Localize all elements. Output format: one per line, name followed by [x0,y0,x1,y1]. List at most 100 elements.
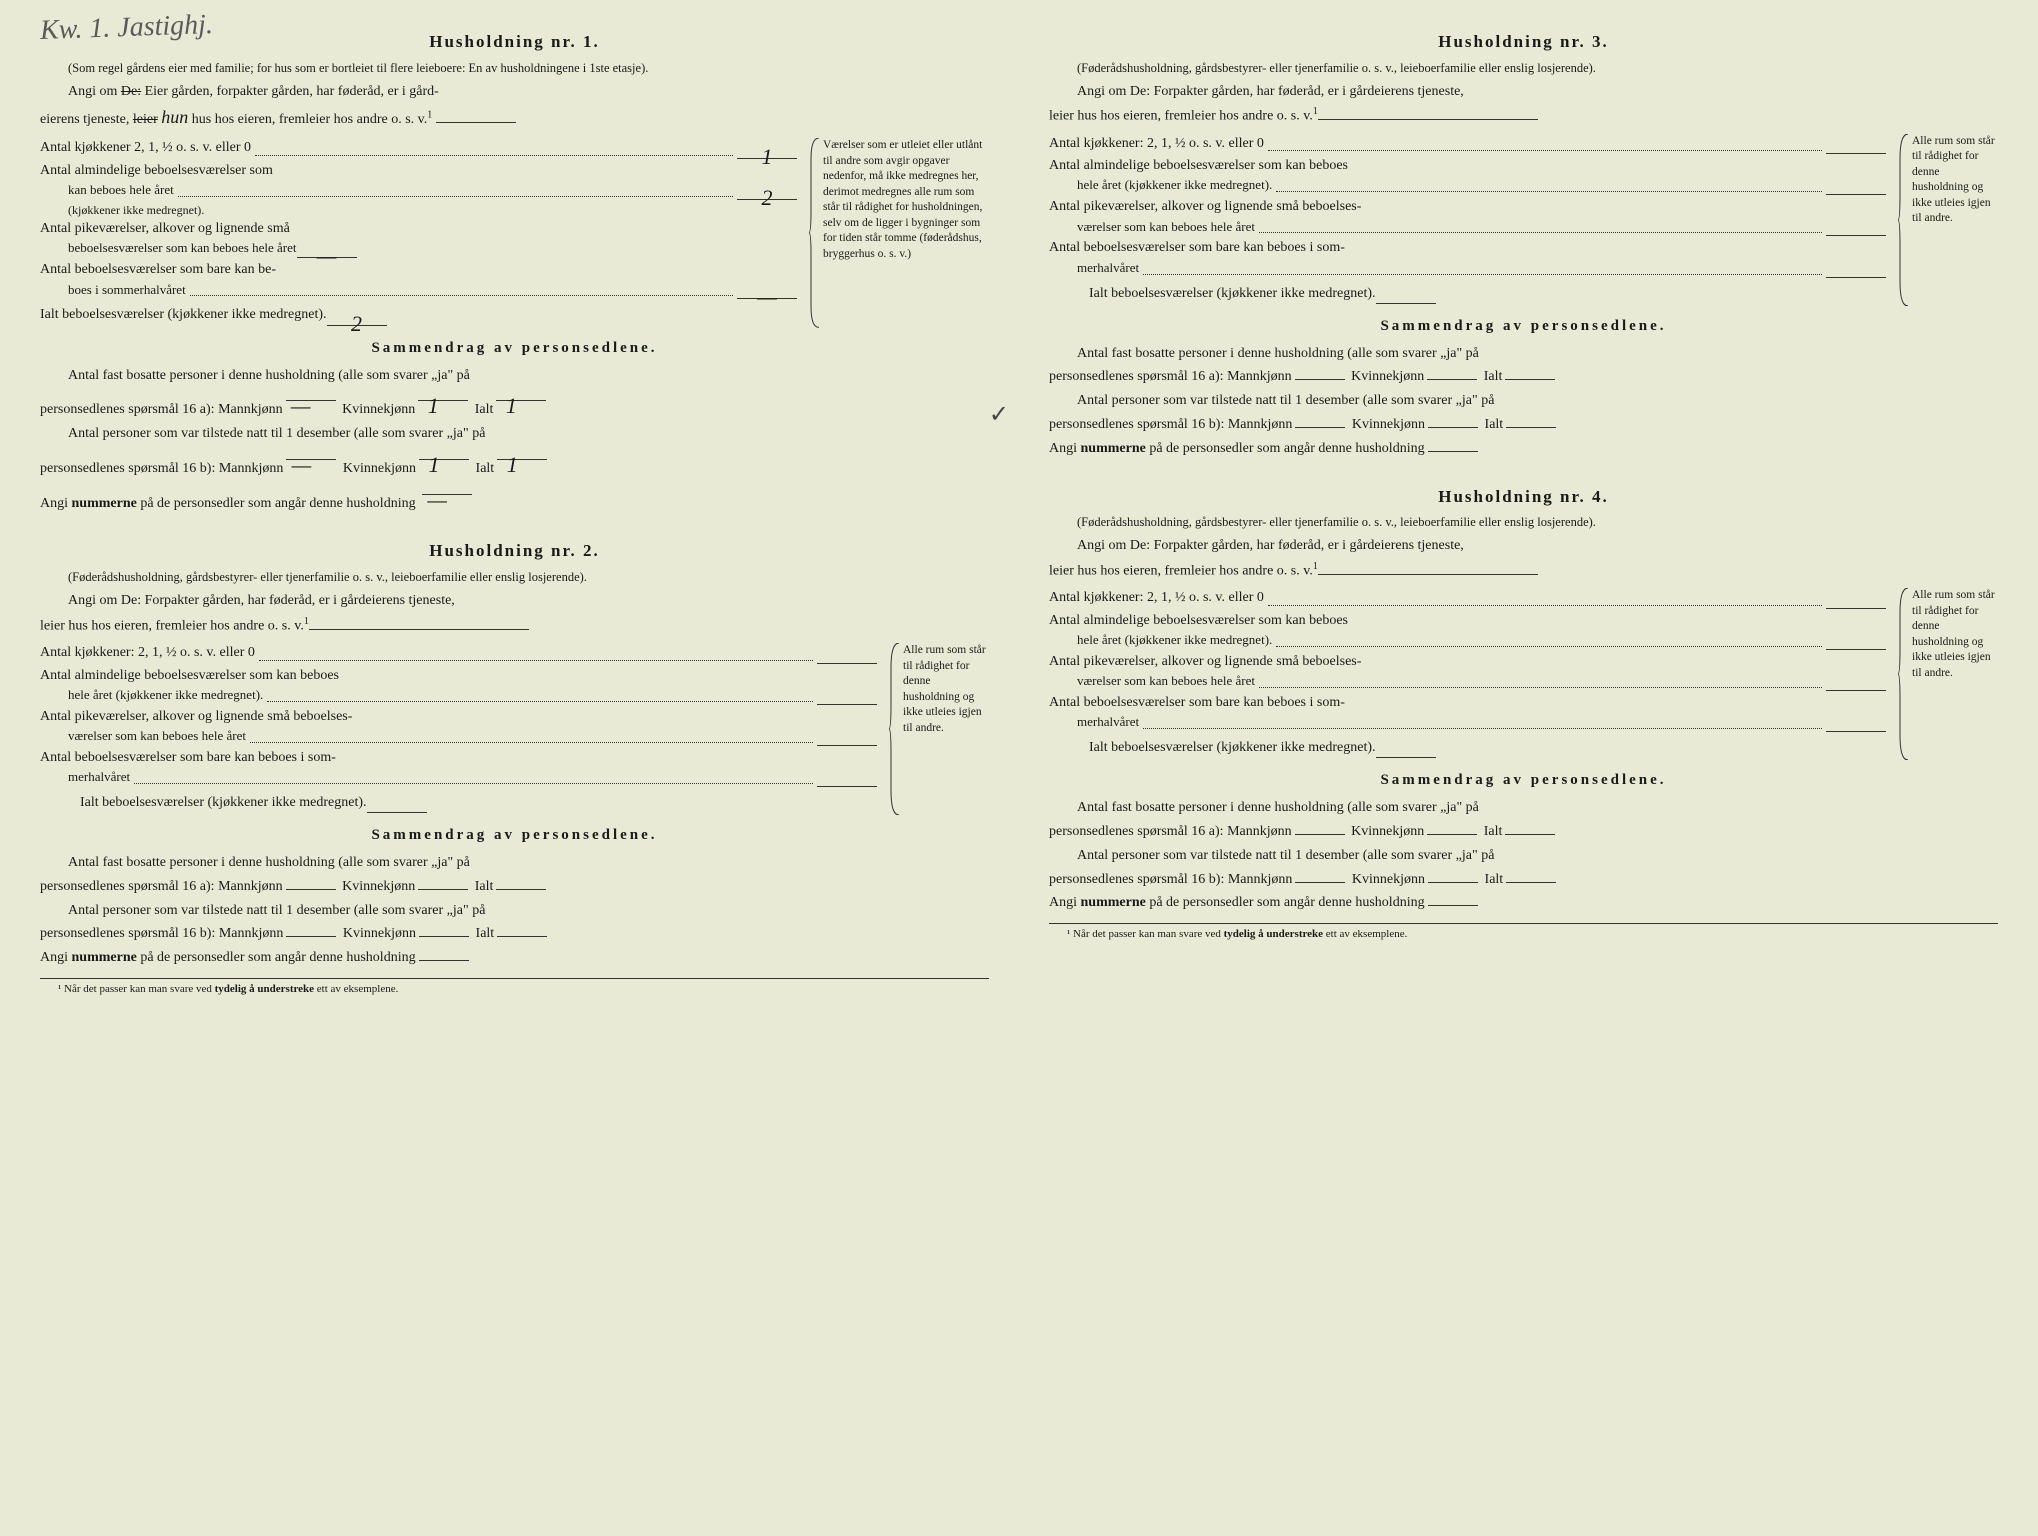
rooms-sidenote: Værelser som er utleiet eller utlånt til… [809,138,989,327]
s1-m-v: — [286,387,316,424]
r33-label: Antal pikeværelser, alkover og lignende … [1049,199,1361,214]
household-3-rooms: Antal kjøkkener: 2, 1, ½ o. s. v. eller … [1049,134,1998,306]
household-3-intro1: Angi om De: Forpakter gården, har føderå… [1049,81,1998,103]
s21-kv: Kvinnekjønn [342,879,415,894]
r4-label: Antal beboelsesværelser som bare kan be- [40,262,276,277]
r21-label: Antal kjøkkener: 2, 1, ½ o. s. v. eller … [40,643,255,663]
room4-row-4: Antal beboelsesværelser som bare kan beb… [1049,693,1886,732]
dots [259,660,813,661]
dots [1143,728,1822,729]
s31-kv: Kvinnekjønn [1351,369,1424,384]
s3-val: — [422,481,452,518]
blank [286,923,336,937]
household-4-rooms: Antal kjøkkener: 2, 1, ½ o. s. v. eller … [1049,588,1998,760]
r2total-val [367,795,427,813]
sidenote-text: Værelser som er utleiet eller utlånt til… [823,139,982,260]
handwritten-annotation: Kw. 1. Jastighj. [39,5,213,52]
dots [1143,274,1822,275]
s3-v: — [422,481,472,495]
dots [1268,605,1822,606]
rooms-left-2: Antal kjøkkener: 2, 1, ½ o. s. v. eller … [40,643,877,815]
s2-m: — [286,446,336,460]
summary-3-line1b: personsedlenes spørsmål 16 a): Mannkjønn… [1049,365,1998,389]
r22-sub: hele året (kjøkkener ikke medregnet). [40,686,263,705]
s41-kv: Kvinnekjønn [1351,824,1424,839]
s41-ialt: Ialt [1484,824,1503,839]
room-row-total: Ialt beboelsesværelser (kjøkkener ikke m… [40,305,797,325]
r31-label: Antal kjøkkener: 2, 1, ½ o. s. v. eller … [1049,134,1264,154]
s43-rest: på de personsedler som angår denne husho… [1146,895,1425,910]
fn4-prefix: ¹ Når det passer kan man svare ved [1067,928,1224,940]
household-3-title: Husholdning nr. 3. [1049,30,1998,55]
household-2-intro1: Angi om De: Forpakter gården, har føderå… [40,590,989,612]
household-2-intro2: leier hus hos eieren, fremleier hos andr… [40,614,989,637]
intro2-prefix: eierens tjeneste, [40,112,133,127]
r43-val [1826,673,1886,691]
r44-val [1826,714,1886,732]
room2-row-3: Antal pikeværelser, alkover og lignende … [40,707,877,746]
intro2-strike: leier [133,112,158,127]
r3-label: Antal pikeværelser, alkover og lignende … [40,221,290,236]
household-4-title: Husholdning nr. 4. [1049,485,1998,510]
dots [1259,687,1822,688]
room-row-4: Antal beboelsesværelser som bare kan be-… [40,260,797,299]
s2-k: 1 [419,446,469,460]
summary-1-line1b: personsedlenes spørsmål 16 a): Mannkjønn… [40,387,989,422]
dots [250,742,813,743]
blank [1427,821,1477,835]
summary-2-line1: Antal fast bosatte personer i denne hush… [40,851,989,875]
dots [1276,646,1822,647]
room3-row-2: Antal almindelige beboelsesværelser som … [1049,156,1886,195]
r22-val [817,687,877,705]
s41-prefix: personsedlenes spørsmål 16 a): Mannkjønn [1049,824,1292,839]
r44-sub: merhalvåret [1049,713,1139,732]
r24-val [817,769,877,787]
r3-val-hw: — [312,240,342,272]
s32-ialt: Ialt [1485,417,1504,432]
rooms-left: Antal kjøkkener 2, 1, ½ o. s. v. eller 0… [40,138,797,327]
s1-m: — [286,387,336,401]
blank [418,876,468,890]
summary-1-heading: Sammendrag av personsedlene. [40,338,989,360]
fn-prefix: ¹ Når det passer kan man svare ved [58,983,215,995]
fn4-rest: ett av eksemplene. [1323,928,1407,940]
blank [1506,414,1556,428]
summary-4-line2: Antal personer som var tilstede natt til… [1049,844,1998,868]
r1-val-hw: 1 [752,141,782,173]
r2-val-hw: 2 [752,182,782,214]
s23-rest: på de personsedler som angår denne husho… [137,950,416,965]
s43-bold: nummerne [1081,895,1146,910]
s42-kv: Kvinnekjønn [1352,872,1425,887]
s1-kv: Kvinnekjønn [342,402,415,417]
summary-3-line2: Antal personer som var tilstede natt til… [1049,389,1998,413]
blank [1295,821,1345,835]
summary-2-line2: Antal personer som var tilstede natt til… [40,899,989,923]
s3-rest: på de personsedler som angår denne husho… [137,496,416,511]
r42-sub: hele året (kjøkkener ikke medregnet). [1049,631,1272,650]
household-1-intro-line1: Angi om De: Eier gården, forpakter gårde… [40,81,989,103]
summary-3-line1: Antal fast bosatte personer i denne hush… [1049,342,1998,366]
fn-bold: tydelig å understreke [215,983,314,995]
brace-icon [889,643,901,815]
intro-blank [436,109,516,123]
intro2-rest: hus hos eieren, fremleier hos andre o. s… [192,112,427,127]
room-row-3: Antal pikeværelser, alkover og lignende … [40,219,797,258]
r34-val [1826,260,1886,278]
summary-4-line1: Antal fast bosatte personer i denne hush… [1049,796,1998,820]
room4-row-2: Antal almindelige beboelsesværelser som … [1049,611,1886,650]
r1-label: Antal kjøkkener 2, 1, ½ o. s. v. eller 0 [40,138,251,158]
intro-insert-hw: hun [161,107,188,127]
r23-label: Antal pikeværelser, alkover og lignende … [40,709,352,724]
s33-prefix: Angi [1049,441,1081,456]
room3-row-4: Antal beboelsesværelser som bare kan beb… [1049,238,1886,277]
household-3: Husholdning nr. 3. (Føderådshusholdning,… [1049,30,1998,461]
household-4: Husholdning nr. 4. (Føderådshusholdning,… [1049,485,1998,943]
s31-ialt: Ialt [1484,369,1503,384]
r4-val: — [737,281,797,299]
summary-1-line2b: personsedlenes spørsmål 16 b): Mannkjønn… [40,446,989,481]
brace-icon [1898,588,1910,760]
brace-icon [1898,134,1910,306]
fn4-bold: tydelig å understreke [1224,928,1323,940]
summary-4-heading: Sammendrag av personsedlene. [1049,770,1998,792]
s33-bold: nummerne [1081,441,1146,456]
